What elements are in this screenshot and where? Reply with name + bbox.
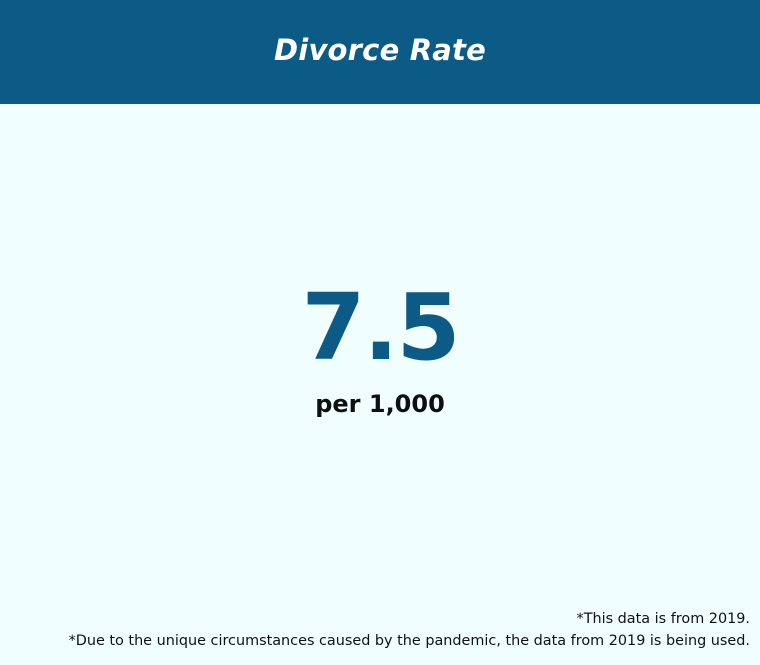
stat-unit: per 1,000 — [315, 390, 445, 418]
header-banner: Divorce Rate — [0, 0, 760, 104]
stat-value: 7.5 — [301, 274, 461, 381]
footnote-pandemic: *Due to the unique circumstances caused … — [68, 633, 750, 649]
footnotes: *This data is from 2019. *Due to the uni… — [69, 608, 750, 652]
page-title: Divorce Rate — [274, 33, 486, 67]
stat-block: 7.5 per 1,000 — [0, 274, 760, 419]
footnote-data-year: *This data is from 2019. — [576, 611, 751, 627]
